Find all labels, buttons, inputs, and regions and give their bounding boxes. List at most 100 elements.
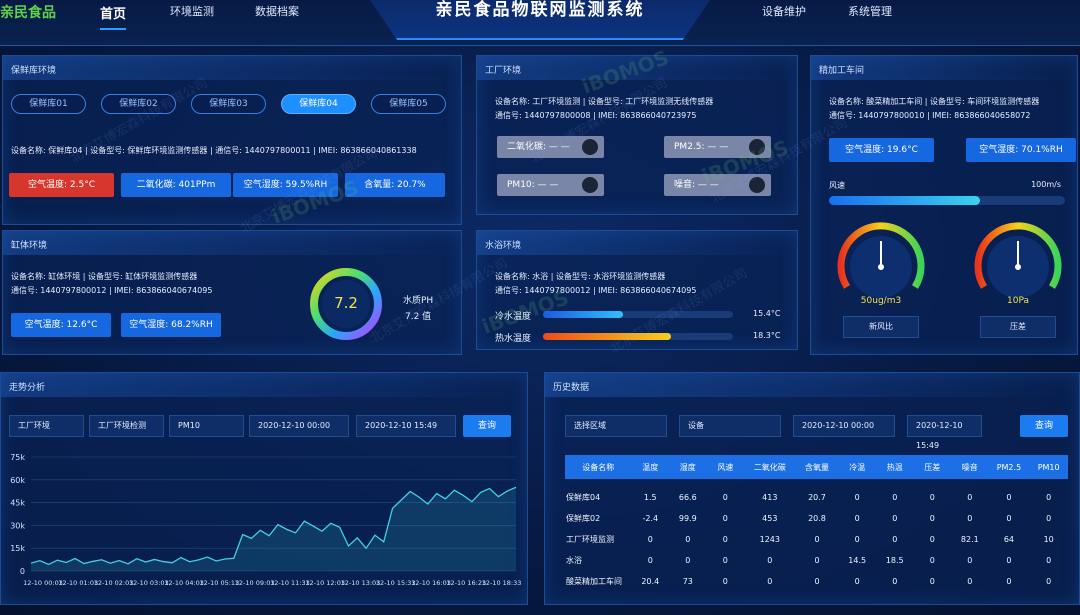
filter[interactable]: 选择区域	[565, 415, 667, 437]
line-area	[31, 487, 516, 571]
filter[interactable]: 2020-12-10 00:00	[249, 415, 349, 437]
x-tick-label: 12-10 16:03	[411, 579, 451, 587]
nav-item[interactable]: 设备维护	[762, 5, 806, 18]
wind-max: 100m/s	[1031, 180, 1061, 189]
table-cell: 0	[892, 535, 898, 544]
device-info: 设备名称: 工厂环境监测 | 设备型号: 工厂环境监测无线传感器	[495, 97, 714, 106]
panel: 保鲜库环境 保鲜库01 保鲜库02 保鲜库03 保鲜库04 保鲜库05 设备名称: 保鲜库0…	[2, 55, 462, 225]
table-cell: 0	[814, 577, 820, 586]
table-cell: 0	[929, 514, 935, 523]
table-cell: 413	[762, 493, 778, 502]
table-cell: 0	[967, 493, 973, 502]
table-cell: 1.5	[643, 493, 657, 502]
toggle-knob[interactable]	[582, 139, 598, 155]
table-cell: 453	[762, 514, 778, 523]
x-tick-label: 12-10 01:03	[58, 579, 98, 587]
tab[interactable]: 保鲜库02	[101, 94, 176, 114]
y-tick-label: 30k	[10, 521, 25, 530]
table-cell: 保鲜库04	[566, 493, 601, 502]
table-header: 二氧化碳	[744, 455, 796, 479]
x-tick-label: 12-10 11:33	[270, 579, 310, 587]
filter[interactable]: 设备	[679, 415, 781, 437]
filter[interactable]: 2020-12-10 00:00	[793, 415, 895, 437]
gauge	[837, 222, 925, 298]
temp-label: 冷水温度	[495, 312, 532, 322]
ph-gauge	[310, 268, 382, 340]
table-cell: 82.1	[960, 535, 979, 544]
table-cell: 14.5	[848, 556, 867, 565]
x-tick-label: 12-10 00:03	[23, 579, 63, 587]
panel: 精加工车间 风速 100m/s 设备名称: 酸菜精加工车间 | 设备型号: 车间…	[810, 55, 1078, 355]
tab[interactable]: 保鲜库01	[11, 94, 86, 114]
sensor-toggle: 噪音: — —	[664, 174, 771, 196]
y-tick-label: 60k	[10, 476, 25, 485]
x-tick-label: 12-10 04:03	[164, 579, 204, 587]
filter[interactable]: 2020-12-10 15:49	[356, 415, 456, 437]
y-tick-label: 45k	[10, 499, 25, 508]
panel: 缸体环境 7.2 水质PH 7.2 值 设备名称: 缸体环境 | 设备型号: 缸…	[2, 230, 462, 355]
filter[interactable]: PM10	[169, 415, 244, 437]
gauge	[974, 222, 1062, 298]
table-cell: 0	[647, 535, 653, 544]
table-header: 湿度	[669, 455, 707, 479]
ph-value: 7.2	[334, 294, 358, 312]
table-cell: 0	[892, 514, 898, 523]
table-cell: 0	[967, 514, 973, 523]
table-cell: 20.8	[808, 514, 826, 523]
nav-item[interactable]: 数据档案	[255, 5, 299, 18]
table-cell: 99.9	[678, 514, 697, 523]
filter[interactable]: 工厂环境	[9, 415, 84, 437]
query-button[interactable]: 查询	[1020, 415, 1068, 437]
table-cell: 20.4	[641, 577, 660, 586]
x-tick-label: 12-10 16:23	[446, 579, 486, 587]
reading: 含氧量: 20.7%	[345, 173, 445, 197]
table-header: 热温	[875, 455, 914, 479]
table-cell: 0	[1046, 493, 1052, 502]
tab[interactable]: 保鲜库05	[371, 94, 446, 114]
table-cell: 0	[1046, 514, 1052, 523]
nav-item[interactable]: 环境监测	[170, 5, 214, 18]
x-tick-label: 12-10 03:03	[129, 579, 169, 587]
device-info: 通信号: 1440797800008 | IMEI: 8638660407239…	[495, 111, 697, 120]
toggle-knob[interactable]	[749, 139, 765, 155]
filter[interactable]: 2020-12-10 15:49	[907, 415, 982, 450]
table-cell: 0	[854, 535, 860, 544]
table-cell: 0	[1046, 577, 1052, 586]
tab[interactable]: 保鲜库04	[281, 94, 356, 114]
table-cell: -2.4	[642, 514, 659, 523]
x-tick-label: 12-10 05:13	[200, 579, 240, 587]
table-cell: 0	[685, 535, 691, 544]
table-cell: 1243	[759, 535, 780, 544]
logo: 亲民食品	[0, 5, 56, 21]
ph-unit: 7.2 值	[405, 312, 432, 322]
table-cell: 0	[929, 535, 935, 544]
x-tick-label: 12-10 02:03	[94, 579, 134, 587]
panel-title: 工厂环境	[485, 66, 522, 76]
table-cell: 64	[1003, 535, 1015, 544]
filter[interactable]: 工厂环境检测	[89, 415, 164, 437]
panel-title: 历史数据	[553, 383, 590, 393]
gauge-label: 新风比	[843, 316, 919, 338]
reading: 空气温度: 19.6°C	[829, 138, 934, 162]
tab[interactable]: 保鲜库03	[191, 94, 266, 114]
reading: 二氧化碳: 401PPm	[121, 173, 231, 197]
table-header: PM10	[1029, 455, 1068, 479]
table-cell: 0	[929, 577, 935, 586]
nav-item[interactable]: 首页	[100, 3, 127, 30]
y-tick-label: 75k	[10, 453, 25, 462]
table-cell: 0	[722, 577, 728, 586]
table-header: 温度	[631, 455, 670, 479]
toggle-knob[interactable]	[749, 177, 765, 193]
page-title: 亲民食品物联网监测系统	[435, 0, 645, 20]
query-button[interactable]: 查询	[463, 415, 511, 437]
x-tick-label: 12-10 12:03	[305, 579, 345, 587]
table-cell: 0	[722, 514, 728, 523]
table-cell: 0	[854, 493, 860, 502]
table-cell: 0	[929, 493, 935, 502]
table-cell: 水浴	[566, 556, 582, 565]
temp-value: 15.4°C	[753, 309, 781, 318]
toggle-knob[interactable]	[582, 177, 598, 193]
nav-item[interactable]: 系统管理	[848, 5, 892, 18]
